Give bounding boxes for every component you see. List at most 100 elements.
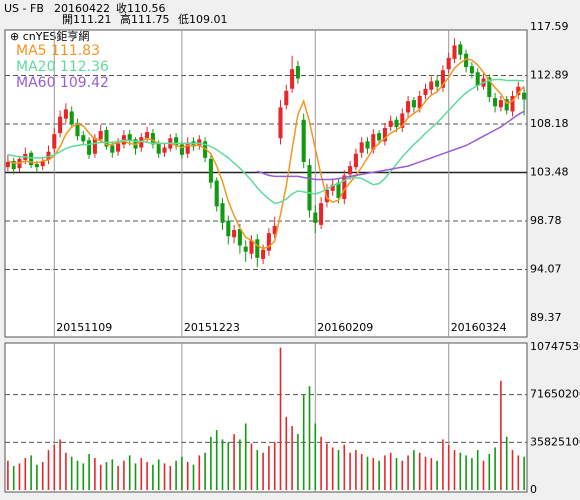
candle-body [290, 69, 295, 89]
price-panel [4, 29, 528, 338]
volume-bar [447, 444, 450, 490]
volume-bar [517, 455, 520, 490]
volume-bar [436, 460, 438, 490]
volume-bar [268, 446, 270, 490]
volume-bar [291, 426, 293, 490]
candle-body [75, 122, 80, 137]
y-tick-label: 103.48 [530, 166, 569, 179]
volume-bar [221, 439, 224, 490]
candle-body [388, 120, 393, 127]
volume-bar [366, 456, 369, 490]
volume-bar [355, 450, 357, 490]
volume-bar [134, 463, 137, 490]
candle-body [435, 80, 440, 87]
y-tick-label: 108.18 [530, 117, 569, 130]
y-tick-label: 89.37 [530, 311, 562, 324]
candle-body [139, 137, 144, 148]
volume-bar [465, 455, 467, 490]
volume-bar [169, 466, 172, 490]
candle-body [249, 240, 254, 254]
candle-body [446, 57, 451, 70]
volume-bar [326, 443, 328, 490]
y-tick-label: 107475300 [530, 340, 580, 353]
candle-body [504, 99, 509, 111]
candle-body [469, 66, 474, 74]
volume-bar [76, 460, 79, 490]
volume-bar [262, 452, 264, 490]
volume-bar [244, 423, 247, 490]
source: ⊕ cnYES鉅亨網 [10, 29, 89, 43]
candle-body [162, 147, 167, 153]
y-tick-label: 117.59 [530, 20, 569, 33]
candle-body [365, 141, 370, 149]
candle-body [307, 165, 312, 211]
volume-bar [471, 458, 473, 490]
volume-bar [523, 456, 525, 490]
candle-body [336, 182, 341, 199]
volume-bar [505, 436, 508, 490]
legend-entry: MA60 109.42 [16, 75, 109, 91]
candle-body [266, 233, 271, 251]
volume-bar [99, 464, 102, 490]
candle-body [243, 246, 248, 252]
open-info: 開111.21 [62, 13, 112, 26]
volume-bar [488, 454, 491, 490]
candle-body [214, 180, 219, 207]
volume-bar [117, 466, 119, 490]
high-info: 高111.75 [120, 12, 170, 26]
y-tick-label: 71650200 [530, 388, 580, 401]
candle-body [226, 220, 231, 237]
candle-body [313, 212, 318, 223]
volume-bar [378, 460, 380, 490]
volume-bar [494, 447, 496, 490]
candle-body [440, 70, 445, 88]
candle-body [156, 143, 161, 154]
candle-body [417, 95, 422, 109]
volume-bar [41, 462, 44, 490]
candle-body [81, 135, 86, 142]
volume-bar [123, 460, 125, 490]
volume-bar [157, 459, 160, 490]
y-tick-label: 94.07 [530, 263, 562, 276]
candle-body [150, 133, 155, 145]
candle-body [261, 249, 266, 259]
volume-bar [320, 436, 322, 490]
candle-body [52, 134, 57, 149]
volume-bar [215, 430, 218, 490]
candle-body [58, 116, 63, 134]
candle-body [98, 131, 103, 140]
candle-body [394, 119, 399, 127]
volume-bar [186, 462, 189, 490]
x-tick-label: 20151223 [184, 321, 240, 334]
volume-bar [175, 460, 177, 490]
volume-bar [453, 450, 456, 490]
volume-bar [88, 454, 90, 490]
volume-bar [204, 452, 206, 490]
candle-body [5, 161, 10, 168]
volume-bar [82, 463, 85, 490]
candle-body [348, 166, 353, 175]
volume-bar [65, 452, 67, 490]
volume-bar [47, 450, 50, 490]
volume-bar [273, 442, 276, 490]
volume-bar [424, 456, 427, 490]
volume-bar [407, 455, 409, 490]
volume-bar [413, 450, 415, 490]
candle-body [278, 107, 283, 139]
candle-body [493, 98, 498, 107]
volume-bar [418, 452, 421, 490]
candle-body [104, 130, 109, 147]
candle-body [411, 100, 416, 108]
volume-bar [181, 456, 183, 490]
volume-bar [140, 458, 143, 490]
volume-bar [372, 458, 375, 490]
candle-body [110, 145, 115, 153]
volume-bar [349, 452, 351, 490]
volume-bar [198, 455, 201, 490]
candle-body [353, 153, 358, 168]
volume-bar [111, 459, 114, 490]
volume-bar [30, 455, 32, 490]
candle-body [208, 158, 213, 183]
volume-bar [128, 455, 131, 490]
volume-bar [279, 347, 282, 490]
